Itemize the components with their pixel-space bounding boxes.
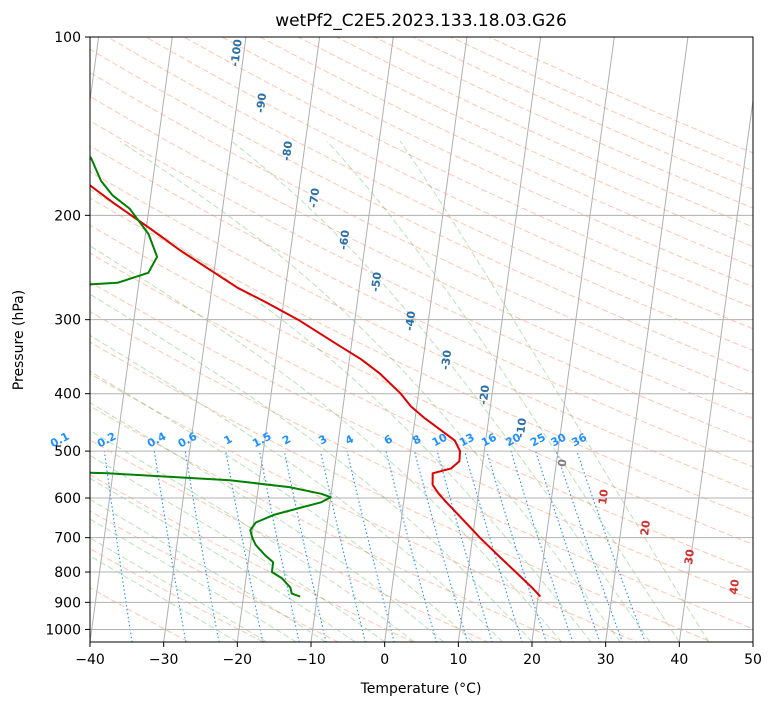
plot-frame xyxy=(90,37,753,642)
mixing-ratio-label: 25 xyxy=(528,431,548,450)
x-tick-label: −40 xyxy=(75,652,105,668)
y-tick-label: 900 xyxy=(54,595,81,611)
y-tick-label: 600 xyxy=(54,491,81,507)
mixing-ratio-line xyxy=(437,451,496,654)
mixing-ratio-label: 13 xyxy=(457,431,477,450)
mixing-ratio-label: 1 xyxy=(222,432,235,447)
mixing-ratio-label: 16 xyxy=(479,431,499,450)
mixing-ratio-line xyxy=(415,451,472,654)
moist-adiabat-line xyxy=(15,141,591,642)
y-tick-label: 200 xyxy=(54,208,81,224)
temperature-profile-line xyxy=(0,37,540,597)
isotherm-label: -40 xyxy=(403,310,419,332)
moist-adiabat-line xyxy=(327,141,679,642)
isotherm-label: -90 xyxy=(254,92,270,114)
isotherm-line xyxy=(530,24,616,654)
isotherm-line xyxy=(751,24,775,654)
y-tick-label: 400 xyxy=(54,387,81,403)
x-tick-label: −30 xyxy=(149,652,179,668)
dry-adiabat-line xyxy=(0,37,363,654)
x-tick-label: −10 xyxy=(296,652,326,668)
x-tick-label: 40 xyxy=(670,652,688,668)
dry-adiabat-line xyxy=(337,37,775,654)
isotherm-line xyxy=(15,24,101,654)
x-tick-label: 50 xyxy=(744,652,762,668)
mixing-ratio-label: 0.6 xyxy=(176,430,200,451)
dry-adiabat-line xyxy=(413,37,775,654)
moist-adiabat-line xyxy=(0,367,237,642)
mixing-ratio-line xyxy=(154,451,188,654)
isotherm-label: -80 xyxy=(280,140,296,162)
mixing-ratio-label: 6 xyxy=(382,432,395,447)
y-tick-label: 1000 xyxy=(45,622,81,638)
isotherm-label: 20 xyxy=(638,519,653,536)
mixing-ratio-label: 0.4 xyxy=(145,430,169,451)
isotherm-label: 0 xyxy=(556,458,570,468)
isotherm-label: 30 xyxy=(682,548,697,565)
x-axis-ticks: −40 −30 −20 −10 0 10 20 30 40 50 xyxy=(75,642,762,668)
dry-adiabat-line xyxy=(31,37,775,654)
dry-adiabat-line xyxy=(451,37,775,654)
y-tick-label: 800 xyxy=(54,565,81,581)
isotherm-label: -70 xyxy=(307,187,323,209)
chart-title: wetPf2_C2E5.2023.133.18.03.G26 xyxy=(275,11,567,31)
profiles xyxy=(0,37,540,597)
isotherm-label: 10 xyxy=(596,488,611,505)
isotherm-line xyxy=(383,24,469,654)
y-tick-label: 300 xyxy=(54,313,81,329)
mixing-ratio-label: 36 xyxy=(569,431,589,450)
isotherm-line xyxy=(457,24,543,654)
dry-adiabat-line xyxy=(298,37,775,654)
x-tick-label: 0 xyxy=(380,652,389,668)
isotherm-line xyxy=(162,24,248,654)
mixing-ratio-label: 2 xyxy=(280,432,293,447)
dry-adiabat-line xyxy=(0,37,439,654)
moist-adiabat-line xyxy=(0,141,562,642)
x-tick-label: −20 xyxy=(223,652,253,668)
x-tick-label: 10 xyxy=(449,652,467,668)
x-tick-label: 20 xyxy=(523,652,541,668)
isotherm-label: -50 xyxy=(369,271,385,293)
y-tick-label: 700 xyxy=(54,531,81,547)
isotherm-label: 40 xyxy=(727,578,742,595)
mixing-ratio-label: 4 xyxy=(343,432,356,447)
mixing-ratio-label: 1.5 xyxy=(250,430,273,451)
mixing-ratio-line xyxy=(260,451,302,654)
isotherm-label: -60 xyxy=(337,229,353,251)
isotherm-label: -20 xyxy=(477,384,493,406)
moist-adiabat-line xyxy=(0,348,267,642)
mixing-ratio-line xyxy=(104,451,133,654)
isotherm-line xyxy=(236,24,322,654)
mixing-ratio-label: 8 xyxy=(410,432,423,447)
y-axis-label: Pressure (hPa) xyxy=(11,290,27,390)
dry-adiabat-line xyxy=(69,37,775,654)
y-tick-label: 500 xyxy=(54,444,81,460)
mixing-ratio-label: 30 xyxy=(549,431,569,450)
dry-adiabat-line xyxy=(0,37,741,654)
background-lines xyxy=(0,24,775,654)
dry-adiabat-line xyxy=(0,37,590,654)
mixing-ratio-line xyxy=(284,451,329,654)
dry-adiabat-line xyxy=(375,37,775,654)
x-tick-label: 30 xyxy=(597,652,615,668)
y-tick-label: 100 xyxy=(54,30,81,46)
dry-adiabat-line xyxy=(0,37,666,654)
moist-adiabat-line xyxy=(0,332,296,642)
mixing-ratio-label: 0.2 xyxy=(95,430,118,451)
y-axis-ticks: 100 200 300 400 500 600 700 800 900 1000 xyxy=(45,30,90,638)
isotherm-label: -30 xyxy=(439,349,455,371)
dry-adiabat-line xyxy=(146,37,775,654)
x-axis-label: Temperature (°C) xyxy=(360,681,482,697)
moist-adiabat-line xyxy=(120,141,620,642)
